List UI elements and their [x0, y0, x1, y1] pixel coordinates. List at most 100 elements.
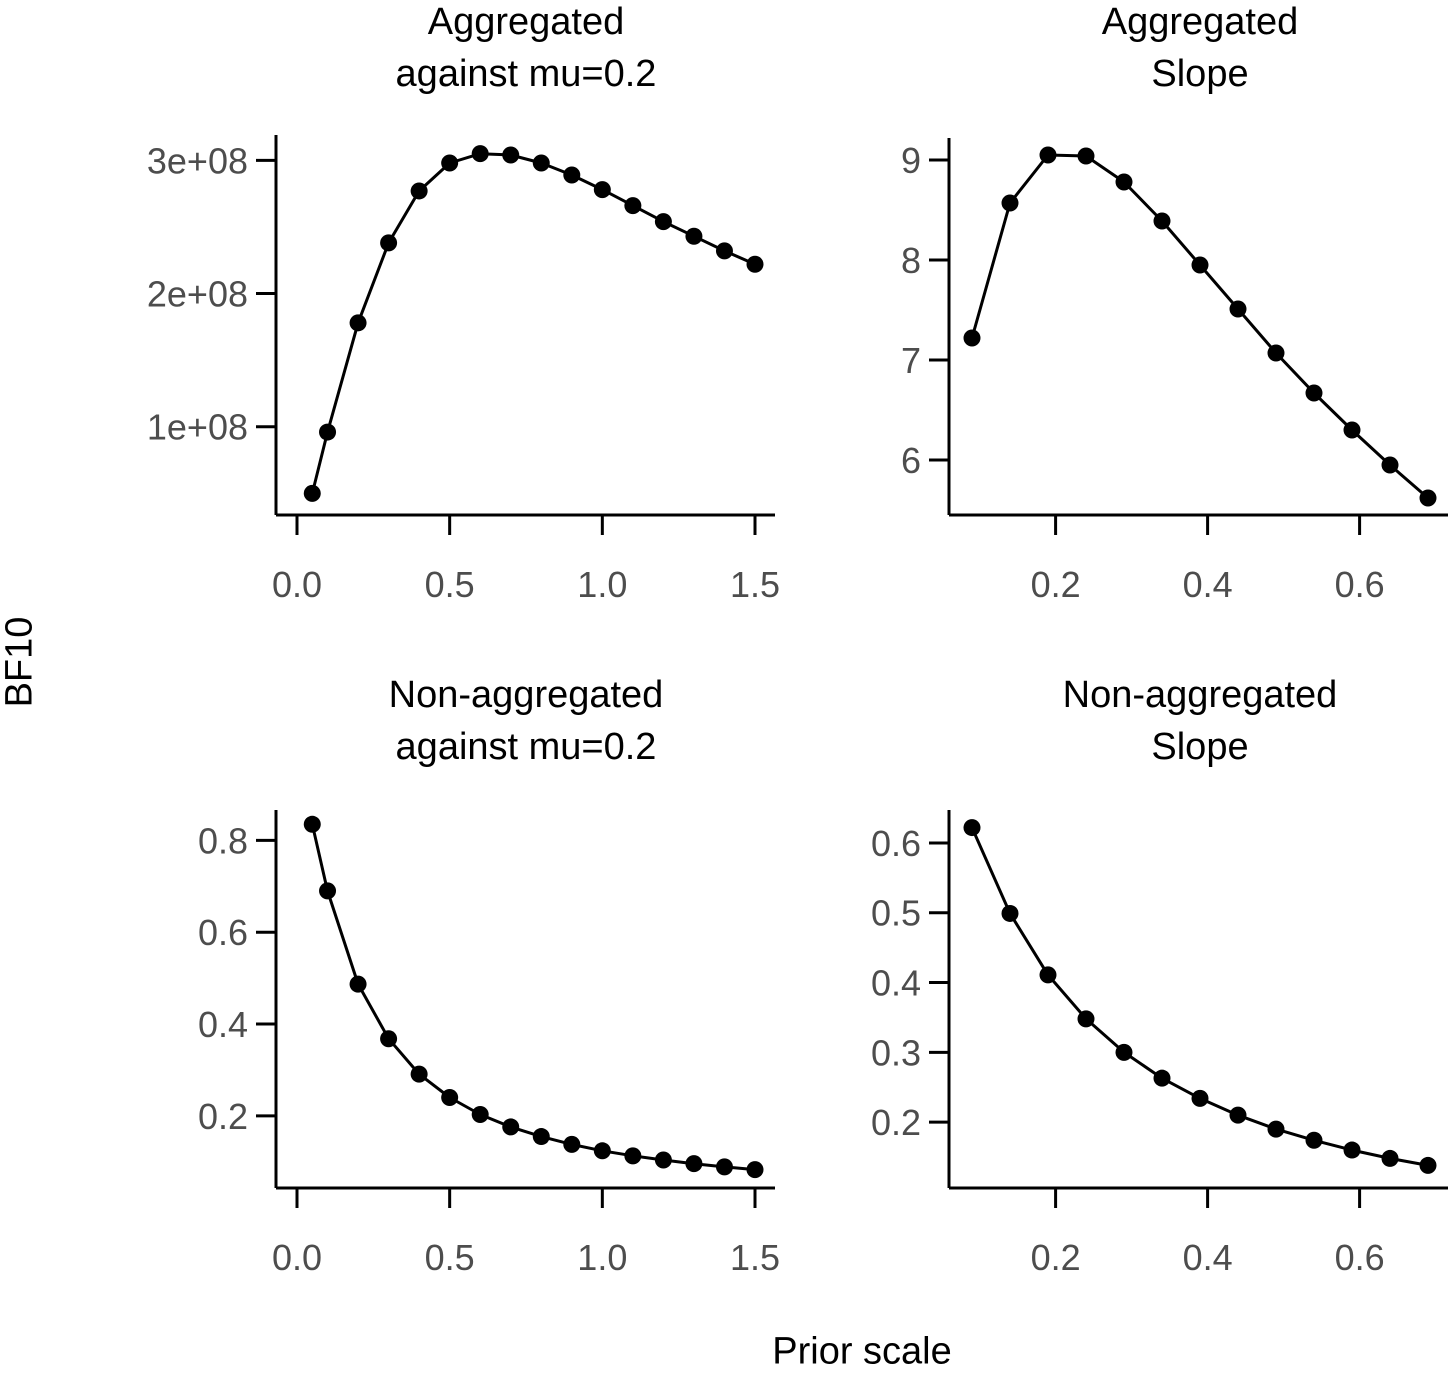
- data-point: [1343, 1141, 1361, 1159]
- x-tick-label: 0.5: [425, 564, 475, 605]
- data-point: [654, 213, 672, 231]
- data-point: [1115, 1043, 1133, 1061]
- data-point: [380, 1030, 398, 1048]
- series-line: [970, 826, 1429, 1167]
- data-point: [441, 154, 459, 172]
- data-point: [624, 1147, 642, 1165]
- data-point: [1381, 1149, 1399, 1167]
- data-point: [502, 1118, 520, 1136]
- data-point: [1191, 1089, 1209, 1107]
- x-tick-label: 1.5: [730, 564, 780, 605]
- data-point: [963, 819, 981, 837]
- y-tick-label: 8: [901, 240, 921, 281]
- data-point: [1305, 384, 1323, 402]
- y-tick-label: 0.5: [871, 893, 921, 934]
- y-tick-label: 9: [901, 140, 921, 181]
- series-line: [310, 823, 756, 1172]
- data-point: [1419, 1156, 1437, 1174]
- data-point: [349, 314, 367, 332]
- data-point: [303, 815, 321, 833]
- data-point: [1077, 147, 1095, 165]
- panel-title-line: against mu=0.2: [396, 53, 657, 95]
- data-point: [303, 484, 321, 502]
- data-point: [593, 181, 611, 199]
- data-point: [1039, 966, 1057, 984]
- data-point: [746, 255, 764, 273]
- data-point: [410, 1065, 428, 1083]
- series-line: [310, 152, 756, 494]
- y-tick-label: 1e+08: [147, 407, 248, 448]
- y-tick-label: 7: [901, 340, 921, 381]
- data-point: [1229, 1106, 1247, 1124]
- data-point: [715, 242, 733, 260]
- y-tick-label: 0.4: [871, 963, 921, 1004]
- x-tick-label: 1.0: [577, 564, 627, 605]
- data-point: [624, 197, 642, 215]
- x-tick-label: 0.6: [1335, 564, 1385, 605]
- data-point: [380, 234, 398, 252]
- data-point: [654, 1151, 672, 1169]
- data-point: [963, 329, 981, 347]
- x-tick-label: 0.0: [272, 564, 322, 605]
- data-point: [746, 1161, 764, 1179]
- data-point: [715, 1158, 733, 1176]
- y-tick-label: 6: [901, 440, 921, 481]
- x-tick-label: 1.0: [577, 1237, 627, 1278]
- data-point: [1191, 256, 1209, 274]
- x-tick-label: 0.4: [1183, 564, 1233, 605]
- data-point: [319, 882, 337, 900]
- data-point: [1229, 300, 1247, 318]
- data-point: [1001, 194, 1019, 212]
- x-axis-label: Prior scale: [772, 1330, 952, 1373]
- panel-title-line: Aggregated: [428, 1, 625, 43]
- panel-title-line: Non-aggregated: [1063, 674, 1338, 716]
- x-tick-label: 0.5: [425, 1237, 475, 1278]
- panel-title-line: Non-aggregated: [389, 674, 664, 716]
- data-point: [1001, 904, 1019, 922]
- data-point: [1039, 146, 1057, 164]
- data-point: [349, 975, 367, 993]
- data-point: [1267, 344, 1285, 362]
- x-tick-label: 0.2: [1031, 1237, 1081, 1278]
- panel-title-line: Aggregated: [1102, 1, 1299, 43]
- data-point: [502, 146, 520, 164]
- y-tick-label: 3e+08: [147, 140, 248, 181]
- data-point: [1077, 1010, 1095, 1028]
- data-point: [685, 1155, 703, 1173]
- data-point: [1343, 421, 1361, 439]
- data-point: [1267, 1120, 1285, 1138]
- data-point: [563, 166, 581, 184]
- y-tick-label: 0.8: [198, 820, 248, 861]
- panel-title-line: Slope: [1151, 726, 1248, 768]
- data-point: [1115, 173, 1133, 191]
- y-tick-label: 0.2: [871, 1102, 921, 1143]
- data-point: [471, 145, 489, 163]
- y-tick-label: 2e+08: [147, 274, 248, 315]
- y-tick-label: 0.4: [198, 1004, 248, 1045]
- y-tick-label: 0.6: [871, 823, 921, 864]
- data-point: [532, 154, 550, 172]
- y-tick-label: 0.3: [871, 1032, 921, 1073]
- data-point: [471, 1106, 489, 1124]
- data-point: [593, 1142, 611, 1160]
- series-line: [970, 153, 1429, 500]
- data-point: [410, 182, 428, 200]
- data-point: [319, 423, 337, 441]
- data-point: [1153, 212, 1171, 230]
- data-point: [532, 1128, 550, 1146]
- x-tick-label: 0.0: [272, 1237, 322, 1278]
- data-point: [1305, 1131, 1323, 1149]
- data-point: [563, 1135, 581, 1153]
- data-point: [1153, 1069, 1171, 1087]
- x-tick-label: 0.2: [1031, 564, 1081, 605]
- data-point: [1419, 489, 1437, 507]
- x-tick-label: 0.4: [1183, 1237, 1233, 1278]
- data-point: [685, 227, 703, 245]
- data-point: [441, 1089, 459, 1107]
- panel-title-line: Slope: [1151, 53, 1248, 95]
- y-tick-label: 0.6: [198, 912, 248, 953]
- x-tick-label: 1.5: [730, 1237, 780, 1278]
- panel-title-line: against mu=0.2: [396, 726, 657, 768]
